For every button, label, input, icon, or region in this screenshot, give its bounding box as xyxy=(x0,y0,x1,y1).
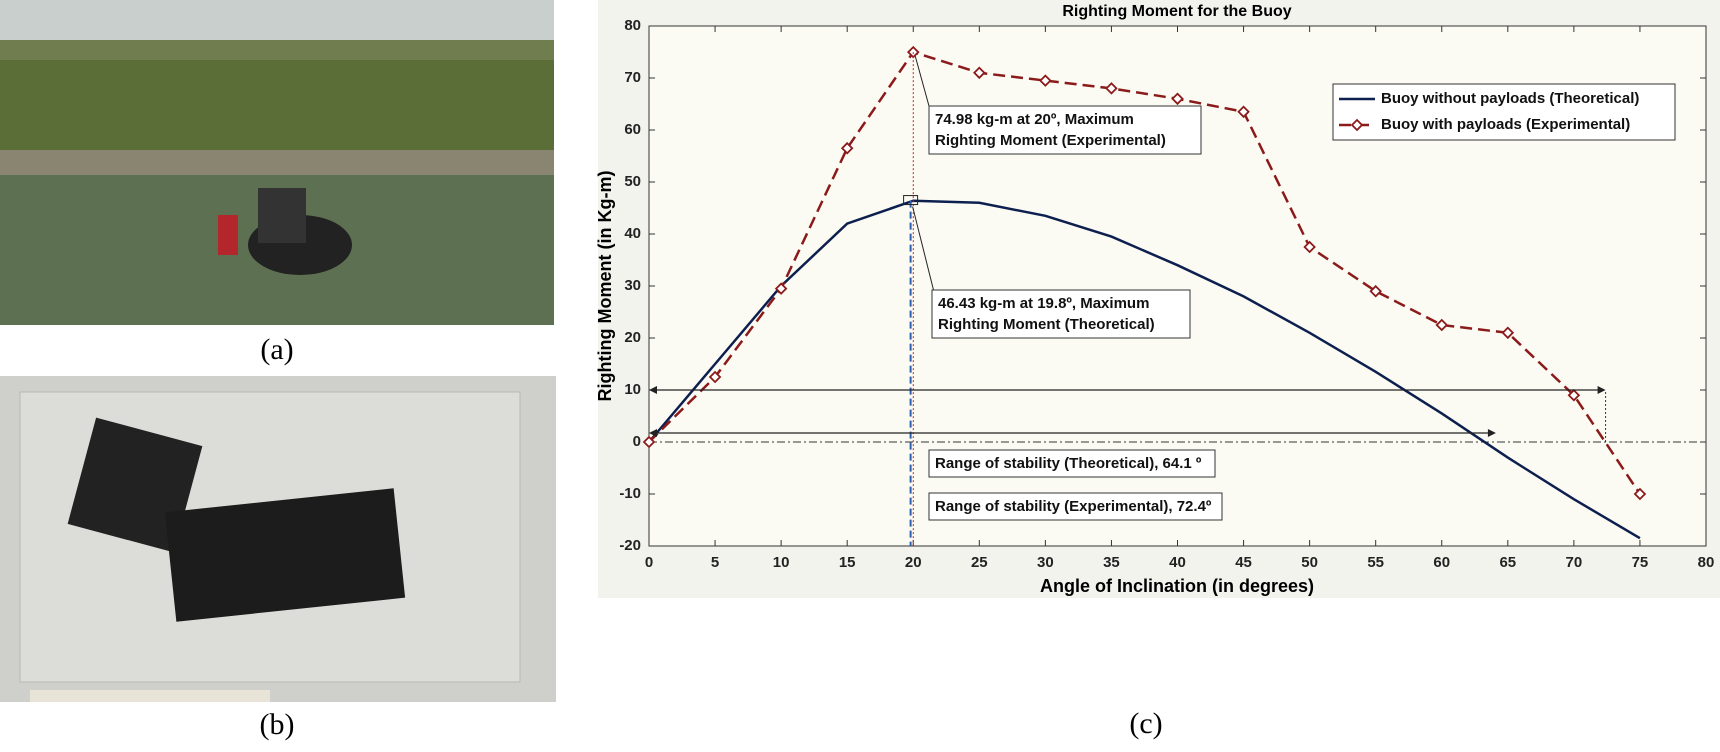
data-marker xyxy=(1567,388,1581,402)
photo-b xyxy=(0,376,556,702)
x-tick-label: 15 xyxy=(839,554,856,571)
data-marker xyxy=(1633,487,1647,501)
data-marker xyxy=(1501,326,1515,340)
data-marker xyxy=(1105,82,1118,95)
x-tick-label: 55 xyxy=(1367,554,1384,571)
x-tick-label: 40 xyxy=(1169,554,1186,571)
legend-marker xyxy=(1350,118,1364,132)
y-tick-label: 0 xyxy=(633,433,641,450)
x-tick-label: 60 xyxy=(1433,554,1450,571)
photo-a-person xyxy=(218,215,238,255)
x-axis-label: Angle of Inclination (in degrees) xyxy=(1040,576,1314,596)
x-tick-label: 25 xyxy=(971,554,988,571)
y-tick-label: 50 xyxy=(624,173,641,190)
y-tick-label: -10 xyxy=(619,485,641,502)
data-marker xyxy=(840,141,854,155)
annotation-text: 46.43 kg-m at 19.8º, Maximum xyxy=(938,295,1149,312)
x-tick-label: 35 xyxy=(1103,554,1120,571)
data-marker xyxy=(1303,240,1316,254)
annotation-text: Range of stability (Experimental), 72.4º xyxy=(935,498,1212,515)
data-marker xyxy=(708,370,722,384)
x-tick-label: 80 xyxy=(1698,554,1715,571)
data-marker xyxy=(1237,105,1250,119)
series-line xyxy=(648,199,1641,540)
y-axis-label: Righting Moment (in Kg-m) xyxy=(595,171,615,402)
data-marker xyxy=(774,282,788,295)
caption-b: (b) xyxy=(260,708,295,741)
photo-b-tube xyxy=(30,690,270,702)
arrow-head xyxy=(1597,386,1606,394)
legend-label: Buoy without payloads (Theoretical) xyxy=(1381,90,1639,107)
x-tick-label: 50 xyxy=(1301,554,1318,571)
arrow-head xyxy=(649,429,657,437)
annotation-arrow xyxy=(912,206,935,293)
legend-label: Buoy with payloads (Experimental) xyxy=(1381,116,1630,133)
arrow-head xyxy=(1487,429,1496,437)
annotation-box xyxy=(928,449,1216,478)
y-tick-label: -20 xyxy=(619,537,641,554)
x-tick-label: 65 xyxy=(1499,554,1516,571)
data-marker xyxy=(973,66,986,80)
annotation-box xyxy=(928,105,1202,155)
peak-marker xyxy=(903,195,919,206)
photo-a xyxy=(0,0,554,325)
data-marker xyxy=(1435,318,1449,332)
photo-b-board xyxy=(164,488,406,622)
annotation-text: Righting Moment (Experimental) xyxy=(935,132,1166,149)
y-tick-label: 80 xyxy=(624,17,641,34)
legend-box xyxy=(1332,83,1676,141)
chart-title: Righting Moment for the Buoy xyxy=(1062,3,1291,20)
x-tick-label: 45 xyxy=(1235,554,1252,571)
caption-c: (c) xyxy=(1129,707,1162,740)
data-marker xyxy=(642,435,656,449)
x-tick-label: 75 xyxy=(1632,554,1649,571)
annotation-text: Range of stability (Theoretical), 64.1 º xyxy=(935,455,1202,472)
y-tick-label: 70 xyxy=(624,69,641,86)
photo-a-sky xyxy=(0,0,554,40)
y-tick-label: 10 xyxy=(624,381,641,398)
y-tick-label: 30 xyxy=(624,277,641,294)
y-tick-label: 20 xyxy=(624,329,641,346)
annotation-text: Righting Moment (Theoretical) xyxy=(938,316,1155,333)
arrow-head xyxy=(649,386,657,394)
annotation-arrow xyxy=(914,55,930,107)
x-tick-label: 5 xyxy=(711,554,719,571)
annotation-text: 74.98 kg-m at 20º, Maximum xyxy=(935,111,1134,128)
y-tick-label: 60 xyxy=(624,121,641,138)
annotation-box xyxy=(928,492,1223,521)
y-tick-label: 40 xyxy=(624,225,641,242)
caption-a: (a) xyxy=(260,333,293,366)
data-marker xyxy=(1171,92,1184,106)
x-tick-label: 10 xyxy=(773,554,790,571)
annotation-box xyxy=(931,289,1191,339)
data-marker xyxy=(1369,284,1382,298)
x-tick-label: 70 xyxy=(1566,554,1583,571)
x-tick-label: 0 xyxy=(645,554,653,571)
x-tick-label: 30 xyxy=(1037,554,1054,571)
photo-a-buoy-top xyxy=(258,188,306,243)
series-line xyxy=(648,50,1641,495)
x-tick-label: 20 xyxy=(905,554,922,571)
data-marker xyxy=(1039,74,1052,87)
